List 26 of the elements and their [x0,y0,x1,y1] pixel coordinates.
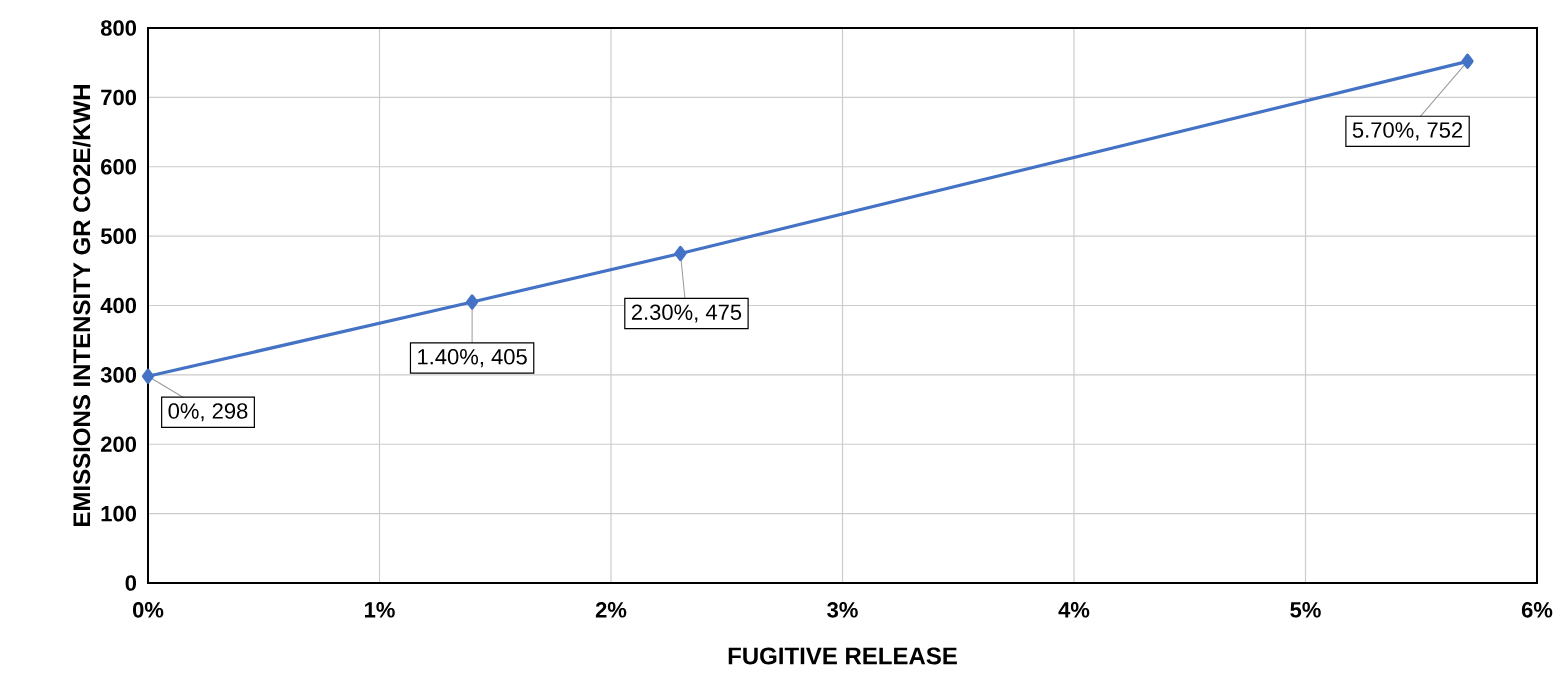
point [466,294,479,310]
x-axis-title: FUGITIVE RELEASE [728,647,957,665]
y-tick-label: 200 [100,436,137,453]
y-tick-label: 400 [100,297,137,314]
y-tick-label: 300 [100,367,137,383]
data-label: 0%, 298 [168,403,248,422]
data-label: 5.70%, 752 [1352,122,1463,141]
y-tick-label: 700 [101,89,137,106]
x-tick-label: 1% [364,602,395,618]
y-tick-label: 500 [100,228,137,244]
x-tick-label: 6% [1521,602,1553,618]
y-tick-label: 600 [101,159,137,175]
point [141,368,155,384]
data-label: 1.40%, 405 [418,348,527,368]
x-tick-label: 3% [827,602,858,618]
y-tick-label: 0 [125,575,137,591]
y-tick-label: 800 [100,20,137,36]
point [674,245,687,262]
y-axis-title: EMISSIONS INTENSITY GR CO2E/KWH [72,85,91,526]
x-tick-label: 2% [595,602,627,618]
x-tick-label: 4% [1058,602,1090,618]
data-label: 2.30%, 475 [631,304,742,323]
point [1461,53,1474,69]
x-tick-label: 0% [132,602,164,618]
x-tick-label: 5% [1290,602,1321,618]
y-tick-label: 100 [101,505,137,522]
